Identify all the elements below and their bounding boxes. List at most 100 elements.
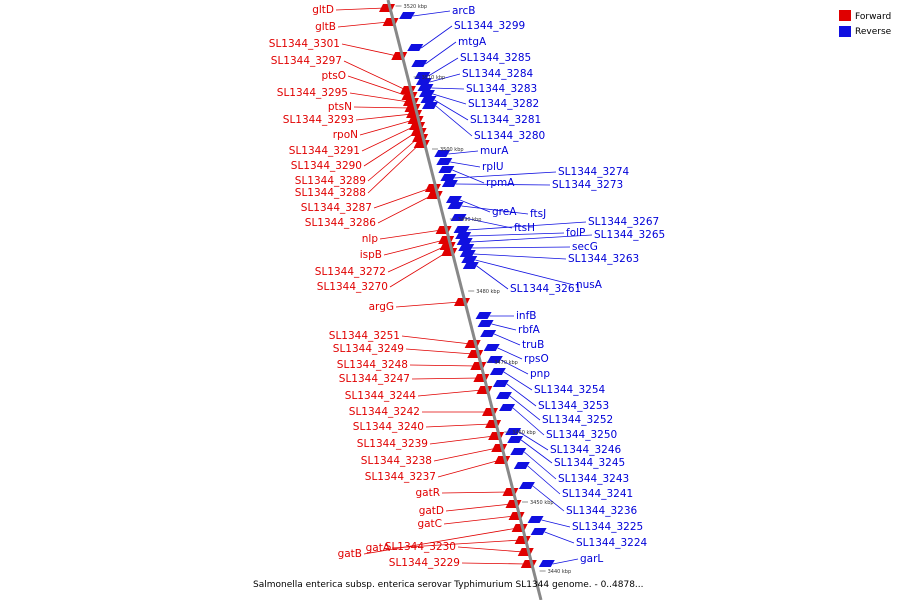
forward-gene-block[interactable] [391, 52, 408, 60]
reverse-gene-block[interactable] [440, 174, 457, 181]
forward-gene-label[interactable]: SL1344_3248 [337, 359, 408, 371]
forward-gene-block[interactable] [426, 191, 443, 199]
forward-gene-block[interactable] [488, 432, 505, 440]
reverse-gene-label[interactable]: SL1344_3241 [562, 488, 633, 500]
forward-gene-label[interactable]: gatR [415, 487, 440, 499]
forward-gene-block[interactable] [464, 340, 481, 348]
forward-gene-block[interactable] [473, 374, 490, 382]
reverse-gene-block[interactable] [492, 380, 509, 387]
reverse-gene-block[interactable] [417, 84, 434, 91]
forward-gene-label[interactable]: gatD [419, 505, 444, 517]
forward-gene-block[interactable] [520, 560, 537, 568]
reverse-gene-block[interactable] [441, 180, 458, 187]
reverse-gene-label[interactable]: infB [516, 310, 536, 322]
forward-gene-label[interactable]: SL1344_3289 [295, 175, 366, 187]
forward-gene-block[interactable] [514, 536, 531, 544]
forward-gene-label[interactable]: SL1344_3249 [333, 343, 404, 355]
reverse-gene-block[interactable] [438, 166, 455, 173]
reverse-gene-block[interactable] [407, 44, 424, 51]
forward-gene-block[interactable] [476, 386, 493, 394]
reverse-gene-block[interactable] [445, 196, 462, 203]
reverse-gene-label[interactable]: truB [522, 339, 544, 351]
forward-gene-block[interactable] [485, 420, 502, 428]
reverse-gene-label[interactable]: SL1344_3224 [576, 537, 648, 549]
reverse-gene-block[interactable] [415, 78, 432, 85]
reverse-gene-label[interactable]: SL1344_3282 [468, 98, 539, 110]
reverse-gene-label[interactable]: murA [480, 145, 509, 157]
forward-gene-block[interactable] [491, 444, 508, 452]
forward-gene-label[interactable]: gatC [417, 518, 442, 530]
reverse-gene-label[interactable]: SL1344_3261 [510, 283, 581, 295]
forward-gene-block[interactable] [505, 500, 522, 508]
reverse-gene-label[interactable]: SL1344_3285 [460, 52, 531, 64]
forward-gene-label[interactable]: SL1344_3295 [277, 87, 348, 99]
reverse-gene-label[interactable]: SL1344_3273 [552, 179, 623, 191]
reverse-gene-block[interactable] [436, 158, 453, 165]
reverse-gene-label[interactable]: mtgA [458, 36, 487, 48]
reverse-gene-label[interactable]: arcB [452, 5, 476, 17]
reverse-gene-block[interactable] [475, 312, 492, 319]
reverse-gene-label[interactable]: SL1344_3267 [588, 216, 659, 228]
reverse-gene-block[interactable] [495, 392, 512, 399]
reverse-gene-block[interactable] [422, 102, 439, 109]
reverse-gene-block[interactable] [420, 96, 437, 103]
forward-gene-label[interactable]: SL1344_3293 [283, 114, 354, 126]
reverse-gene-block[interactable] [477, 320, 494, 327]
forward-gene-label[interactable]: SL1344_3229 [389, 557, 460, 569]
reverse-gene-label[interactable]: secG [572, 241, 598, 253]
forward-gene-label[interactable]: SL1344_3286 [305, 217, 377, 229]
reverse-gene-block[interactable] [462, 262, 479, 269]
reverse-gene-label[interactable]: SL1344_3225 [572, 521, 643, 533]
reverse-gene-label[interactable]: greA [492, 206, 517, 218]
reverse-gene-block[interactable] [458, 244, 475, 251]
reverse-gene-label[interactable]: rbfA [518, 324, 541, 336]
forward-gene-label[interactable]: gatB [338, 548, 362, 560]
reverse-gene-label[interactable]: SL1344_3274 [558, 166, 630, 178]
forward-gene-label[interactable]: gltD [312, 4, 334, 16]
forward-gene-label[interactable]: SL1344_3237 [365, 471, 436, 483]
forward-gene-block[interactable] [508, 512, 525, 520]
forward-gene-block[interactable] [511, 524, 528, 532]
forward-gene-label[interactable]: SL1344_3251 [329, 330, 400, 342]
reverse-gene-block[interactable] [505, 428, 522, 435]
reverse-gene-label[interactable]: SL1344_3243 [558, 473, 629, 485]
reverse-gene-block[interactable] [513, 462, 530, 469]
forward-gene-label[interactable]: SL1344_3297 [271, 55, 342, 67]
forward-gene-label[interactable]: SL1344_3238 [361, 455, 432, 467]
reverse-gene-label[interactable]: SL1344_3284 [462, 68, 534, 80]
reverse-gene-block[interactable] [510, 448, 527, 455]
reverse-gene-label[interactable]: nusA [576, 279, 603, 291]
reverse-gene-label[interactable]: SL1344_3246 [550, 444, 622, 456]
forward-gene-label[interactable]: SL1344_3270 [317, 281, 388, 293]
forward-gene-label[interactable]: SL1344_3301 [269, 38, 340, 50]
reverse-gene-label[interactable]: SL1344_3281 [470, 114, 541, 126]
forward-gene-label[interactable]: SL1344_3240 [353, 421, 424, 433]
forward-gene-label[interactable]: SL1344_3247 [339, 373, 410, 385]
forward-gene-label[interactable]: SL1344_3288 [295, 187, 366, 199]
reverse-gene-label[interactable]: rplU [482, 161, 504, 173]
forward-gene-label[interactable]: SL1344_3272 [315, 266, 386, 278]
forward-gene-label[interactable]: ispB [360, 249, 382, 261]
reverse-gene-block[interactable] [480, 330, 497, 337]
reverse-gene-label[interactable]: SL1344_3265 [594, 229, 665, 241]
reverse-gene-block[interactable] [538, 560, 555, 567]
forward-gene-label[interactable]: SL1344_3244 [345, 390, 417, 402]
forward-gene-label[interactable]: gatA [366, 542, 391, 554]
reverse-gene-block[interactable] [486, 356, 503, 363]
forward-gene-label[interactable]: ptsO [321, 70, 346, 82]
forward-gene-label[interactable]: ptsN [328, 101, 352, 113]
reverse-gene-label[interactable]: SL1344_3299 [454, 20, 525, 32]
forward-gene-label[interactable]: argG [369, 301, 394, 313]
reverse-gene-block[interactable] [459, 250, 476, 257]
forward-gene-label[interactable]: SL1344_3230 [385, 541, 456, 553]
reverse-gene-label[interactable]: pnp [530, 368, 550, 380]
reverse-gene-label[interactable]: SL1344_3245 [554, 457, 625, 469]
reverse-gene-block[interactable] [418, 90, 435, 97]
forward-gene-block[interactable] [467, 350, 484, 358]
forward-gene-block[interactable] [494, 456, 511, 464]
reverse-gene-block[interactable] [453, 226, 470, 233]
forward-gene-block[interactable] [453, 298, 470, 306]
reverse-gene-label[interactable]: SL1344_3252 [542, 414, 613, 426]
reverse-gene-block[interactable] [461, 256, 478, 263]
forward-gene-block[interactable] [517, 548, 534, 556]
